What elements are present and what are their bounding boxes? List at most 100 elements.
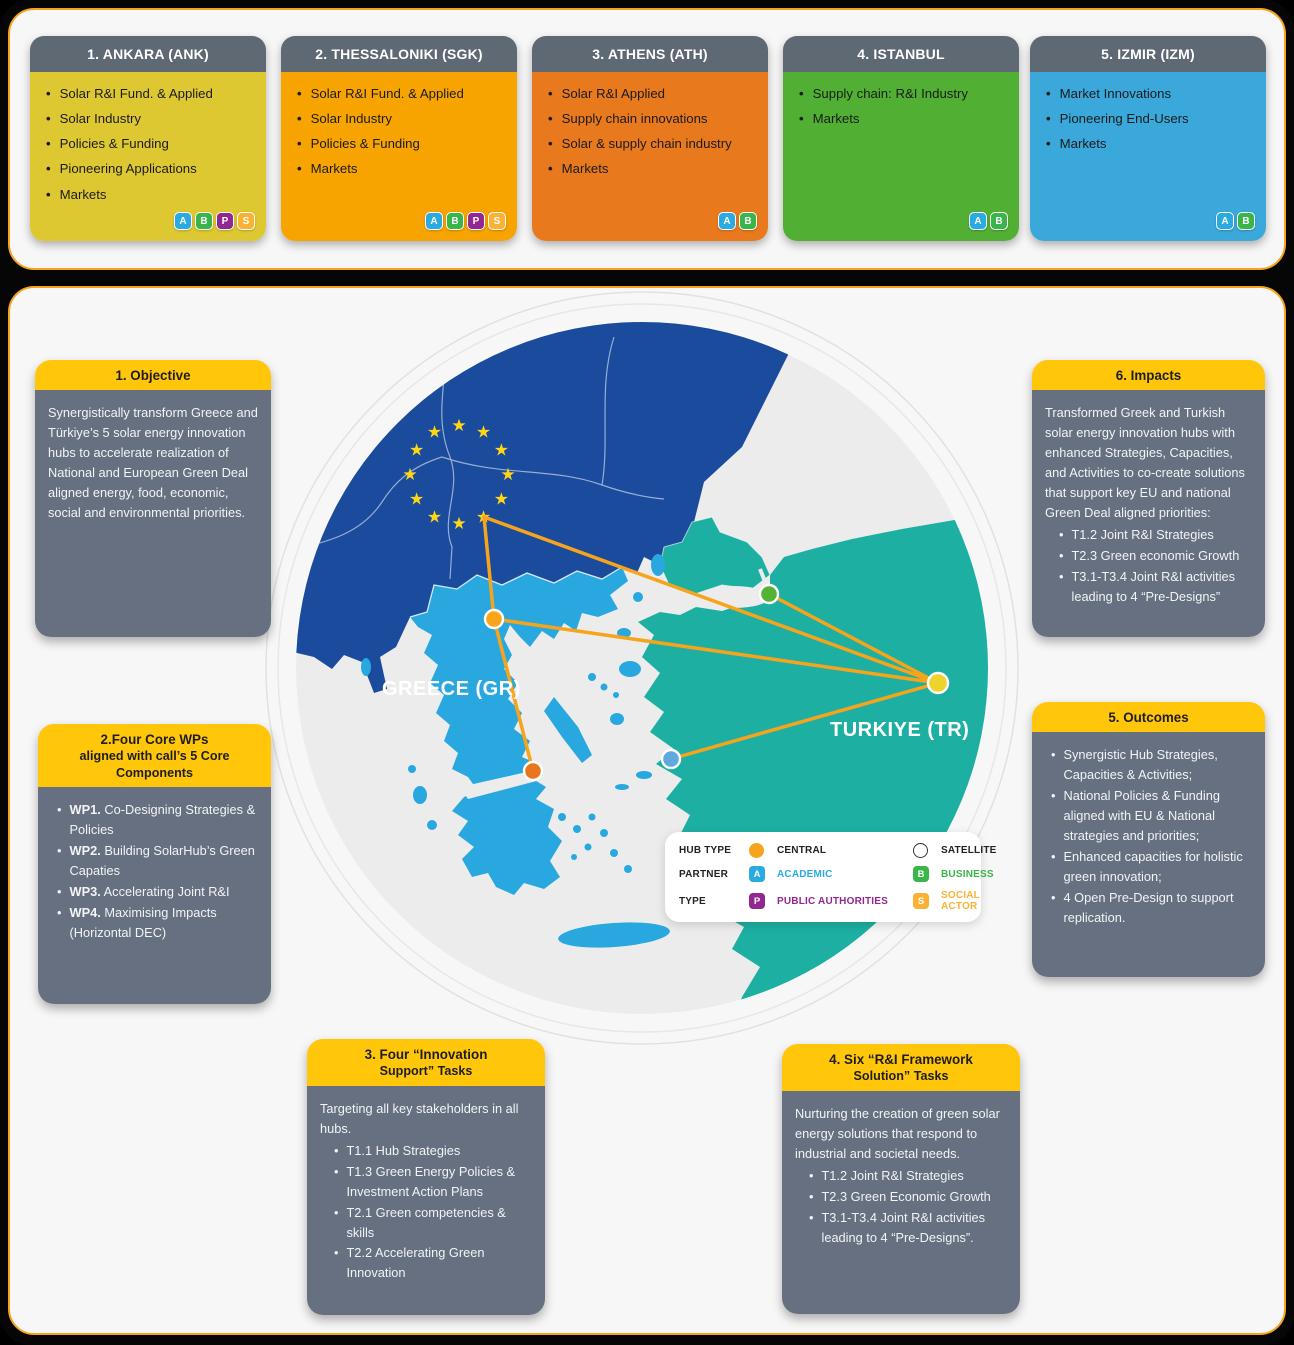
bullet-dot: • bbox=[1051, 890, 1056, 906]
info-box-paragraph: Nurturing the creation of green solar en… bbox=[795, 1105, 1000, 1161]
bullet-dot: • bbox=[1059, 548, 1064, 564]
partner-badge-s: S bbox=[913, 893, 929, 909]
bullet-dot: • bbox=[57, 843, 62, 859]
list-item: • Markets bbox=[46, 186, 258, 203]
legend-item-label: CENTRAL bbox=[777, 845, 827, 856]
eu-star: ★ bbox=[409, 441, 424, 461]
region-greece bbox=[410, 567, 628, 895]
hub-card-title: 2. THESSALONIKI (SGK) bbox=[281, 36, 517, 72]
outcomes-box: 5. Outcomes • Synergistic Hub Strategies, … bbox=[1032, 702, 1265, 977]
bullet-dot: • bbox=[1051, 849, 1056, 865]
list-item: • T2.2 Accelerating Green Innovation bbox=[320, 1243, 533, 1283]
greece-eu-border bbox=[409, 566, 623, 618]
partner-badge-b: B bbox=[913, 866, 929, 882]
list-item: • Enhanced capacities for holistic green … bbox=[1045, 847, 1253, 887]
list-item: • T1.2 Joint R&I Strategies bbox=[795, 1166, 1008, 1186]
hub-card-5: 5. IZMIR (IZM) • Market Innovations • Pionee… bbox=[1030, 36, 1266, 241]
bullet-dot: • bbox=[1051, 747, 1056, 763]
partner-badge-p: P bbox=[749, 893, 765, 909]
list-item-text: Supply chain innovations bbox=[561, 111, 708, 127]
list-item-text: T2.3 Green Economic Growth bbox=[821, 1188, 991, 1204]
info-box-header: 2.Four Core WPs aligned with call’s 5 Cor… bbox=[38, 724, 271, 788]
bullet-dot: • bbox=[297, 86, 302, 101]
legend-item-label: BUSINESS bbox=[941, 868, 994, 880]
hub-card-title: 3. ATHENS (ATH) bbox=[532, 36, 768, 72]
list-item: • Supply chain innovations bbox=[548, 110, 760, 127]
hub-card-2: 2. THESSALONIKI (SGK) • Solar R&I Fund. & … bbox=[281, 36, 517, 241]
list-item: • Markets bbox=[799, 110, 1011, 127]
bullet-dot: • bbox=[57, 802, 62, 818]
info-box-header-line: 1. Objective bbox=[115, 368, 191, 383]
list-item-text: WP4. Maximising Impacts (Horizontal DEC) bbox=[69, 904, 217, 940]
legend-row-label: HUB TYPE bbox=[679, 845, 732, 856]
list-item-text: Solar R&I Fund. & Applied bbox=[59, 86, 213, 101]
info-box-body: Nurturing the creation of green solar en… bbox=[782, 1090, 1020, 1314]
list-item: • T1.3 Green Energy Policies & Investment… bbox=[320, 1162, 533, 1202]
turkiye-label: TURKIYE (TR) bbox=[830, 719, 969, 741]
list-item-text: T3.1-T3.4 Joint R&I activities leading t… bbox=[821, 1209, 986, 1245]
hub-card-body: • Supply chain: R&I Industry • Markets A B bbox=[783, 72, 1019, 241]
info-box-body: Synergistically transform Greece and Tür… bbox=[35, 390, 271, 637]
partner-badge-a: A bbox=[718, 212, 736, 230]
partner-badge-b: B bbox=[446, 212, 464, 230]
hub-card-list: • Supply chain: R&I Industry • Markets bbox=[799, 85, 1011, 127]
central-hub-icon bbox=[749, 843, 764, 858]
objective-box: 1. Objective Synergistically transform Gr… bbox=[35, 360, 271, 637]
hub-card-title: 5. IZMIR (IZM) bbox=[1030, 36, 1266, 72]
hub-dot-ankara bbox=[926, 671, 950, 695]
bullet-dot: • bbox=[1046, 111, 1051, 127]
legend-item-label: SATELLITE bbox=[941, 845, 997, 856]
list-item-text: Markets bbox=[561, 161, 609, 177]
eu-star: ★ bbox=[494, 490, 509, 510]
eu-star: ★ bbox=[402, 465, 417, 485]
info-box-header: 3. Four “Innovation Support” Tasks bbox=[307, 1039, 545, 1086]
decorative-ring-outer bbox=[265, 291, 1019, 1045]
eu-star: ★ bbox=[494, 441, 509, 461]
bullet-dot: • bbox=[46, 161, 51, 177]
info-box-header: 4. Six “R&I Framework Solution” Tasks bbox=[782, 1044, 1020, 1091]
info-box-header-line: 6. Impacts bbox=[1115, 368, 1182, 383]
bullet-dot: • bbox=[809, 1167, 814, 1183]
list-item-text: Pioneering End-Users bbox=[1059, 111, 1189, 127]
legend-item-label: PUBLIC AUTHORITIES bbox=[777, 895, 889, 907]
bullet-dot: • bbox=[548, 111, 553, 127]
list-item: • T3.1-T3.4 Joint R&I activities leading … bbox=[1045, 567, 1253, 607]
impacts-box: 6. Impacts Transformed Greek and Turkish … bbox=[1032, 360, 1265, 637]
hub-card-body: • Market Innovations • Pioneering End-Users… bbox=[1030, 72, 1266, 241]
eu-star: ★ bbox=[476, 423, 491, 443]
bullet-dot: • bbox=[46, 111, 51, 127]
framework-solution-box: 4. Six “R&I Framework Solution” Tasks Nurt… bbox=[782, 1044, 1020, 1314]
bullet-dot: • bbox=[334, 1142, 339, 1158]
bullet-dot: • bbox=[46, 186, 51, 202]
info-box-header-line: aligned with call’s 5 Core Components bbox=[79, 749, 230, 780]
list-item: • Solar R&I Applied bbox=[548, 85, 760, 102]
bullet-dot: • bbox=[334, 1163, 339, 1179]
list-item-text: Policies & Funding bbox=[310, 136, 420, 152]
list-item-text: Synergistic Hub Strategies, Capacities &… bbox=[1063, 747, 1218, 783]
partner-badge-a: A bbox=[174, 212, 192, 230]
eu-star: ★ bbox=[500, 465, 515, 485]
list-item: • Solar R&I Fund. & Applied bbox=[297, 85, 509, 102]
list-item-text: Solar & supply chain industry bbox=[561, 136, 732, 152]
hub-card-list: • Solar R&I Fund. & Applied • Solar Industr… bbox=[46, 85, 258, 203]
bullet-dot: • bbox=[548, 136, 553, 152]
map-legend: HUB TYPE CENTRAL SATELLITE PARTNER A ACADEMIC… bbox=[665, 832, 996, 922]
hub-card-list: • Market Innovations • Pioneering End-Users… bbox=[1046, 85, 1258, 152]
partner-badge-b: B bbox=[990, 212, 1008, 230]
list-item: • Markets bbox=[1046, 135, 1258, 152]
legend-row-label: PARTNER bbox=[679, 868, 728, 880]
info-box-body: Transformed Greek and Turkish solar ener… bbox=[1032, 390, 1265, 637]
bullet-dot: • bbox=[297, 161, 302, 177]
partner-badge-a: A bbox=[425, 212, 443, 230]
info-box-body: • Synergistic Hub Strategies, Capacities … bbox=[1032, 732, 1265, 977]
bullet-dot: • bbox=[548, 86, 553, 101]
list-item: • T1.1 Hub Strategies bbox=[320, 1141, 533, 1161]
decorative-ring-inner bbox=[277, 303, 1007, 1033]
marmara-lake bbox=[651, 554, 665, 576]
list-item: • WP3. Accelerating Joint R&I bbox=[51, 882, 259, 902]
greek-islands bbox=[361, 580, 727, 948]
list-item: • National Policies & Funding aligned wit… bbox=[1045, 786, 1253, 846]
partner-badge-b: B bbox=[195, 212, 213, 230]
